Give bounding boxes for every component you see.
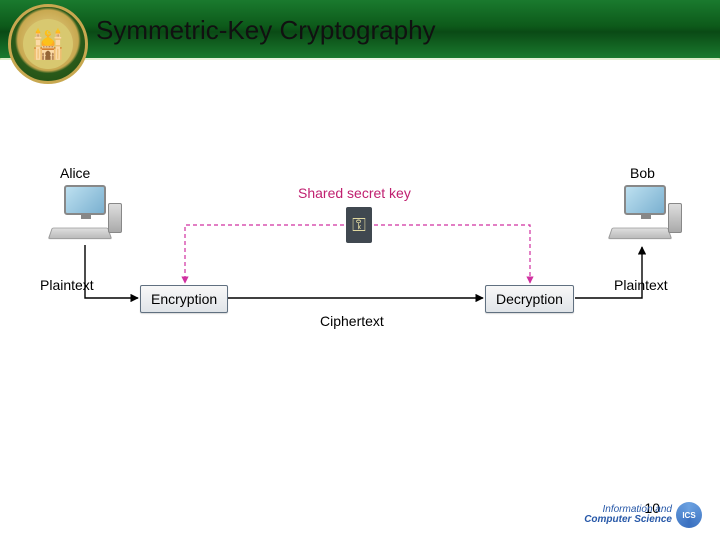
footer-logo: Information and Computer Science ICS bbox=[584, 502, 702, 528]
bob-label: Bob bbox=[630, 165, 655, 181]
alice-computer-icon bbox=[50, 185, 120, 240]
shared-key-label: Shared secret key bbox=[298, 185, 411, 201]
title-wrap: Symmetric-Key Cryptography bbox=[96, 0, 720, 60]
crypto-diagram: Alice Bob Plaintext Plaintext Encryption… bbox=[40, 155, 680, 355]
footer-line2: Computer Science bbox=[584, 515, 672, 525]
ciphertext-label: Ciphertext bbox=[320, 313, 384, 329]
plaintext-right-label: Plaintext bbox=[614, 277, 668, 293]
alice-label: Alice bbox=[60, 165, 90, 181]
plaintext-left-label: Plaintext bbox=[40, 277, 94, 293]
key-icon: ⚿ bbox=[346, 207, 372, 243]
logo-glyph: 🕌 bbox=[23, 19, 73, 69]
decryption-box: Decryption bbox=[485, 285, 574, 313]
encryption-box: Encryption bbox=[140, 285, 228, 313]
page-title: Symmetric-Key Cryptography bbox=[96, 15, 436, 46]
university-logo: 🕌 bbox=[8, 4, 88, 84]
bob-computer-icon bbox=[610, 185, 680, 240]
ics-badge-icon: ICS bbox=[676, 502, 702, 528]
